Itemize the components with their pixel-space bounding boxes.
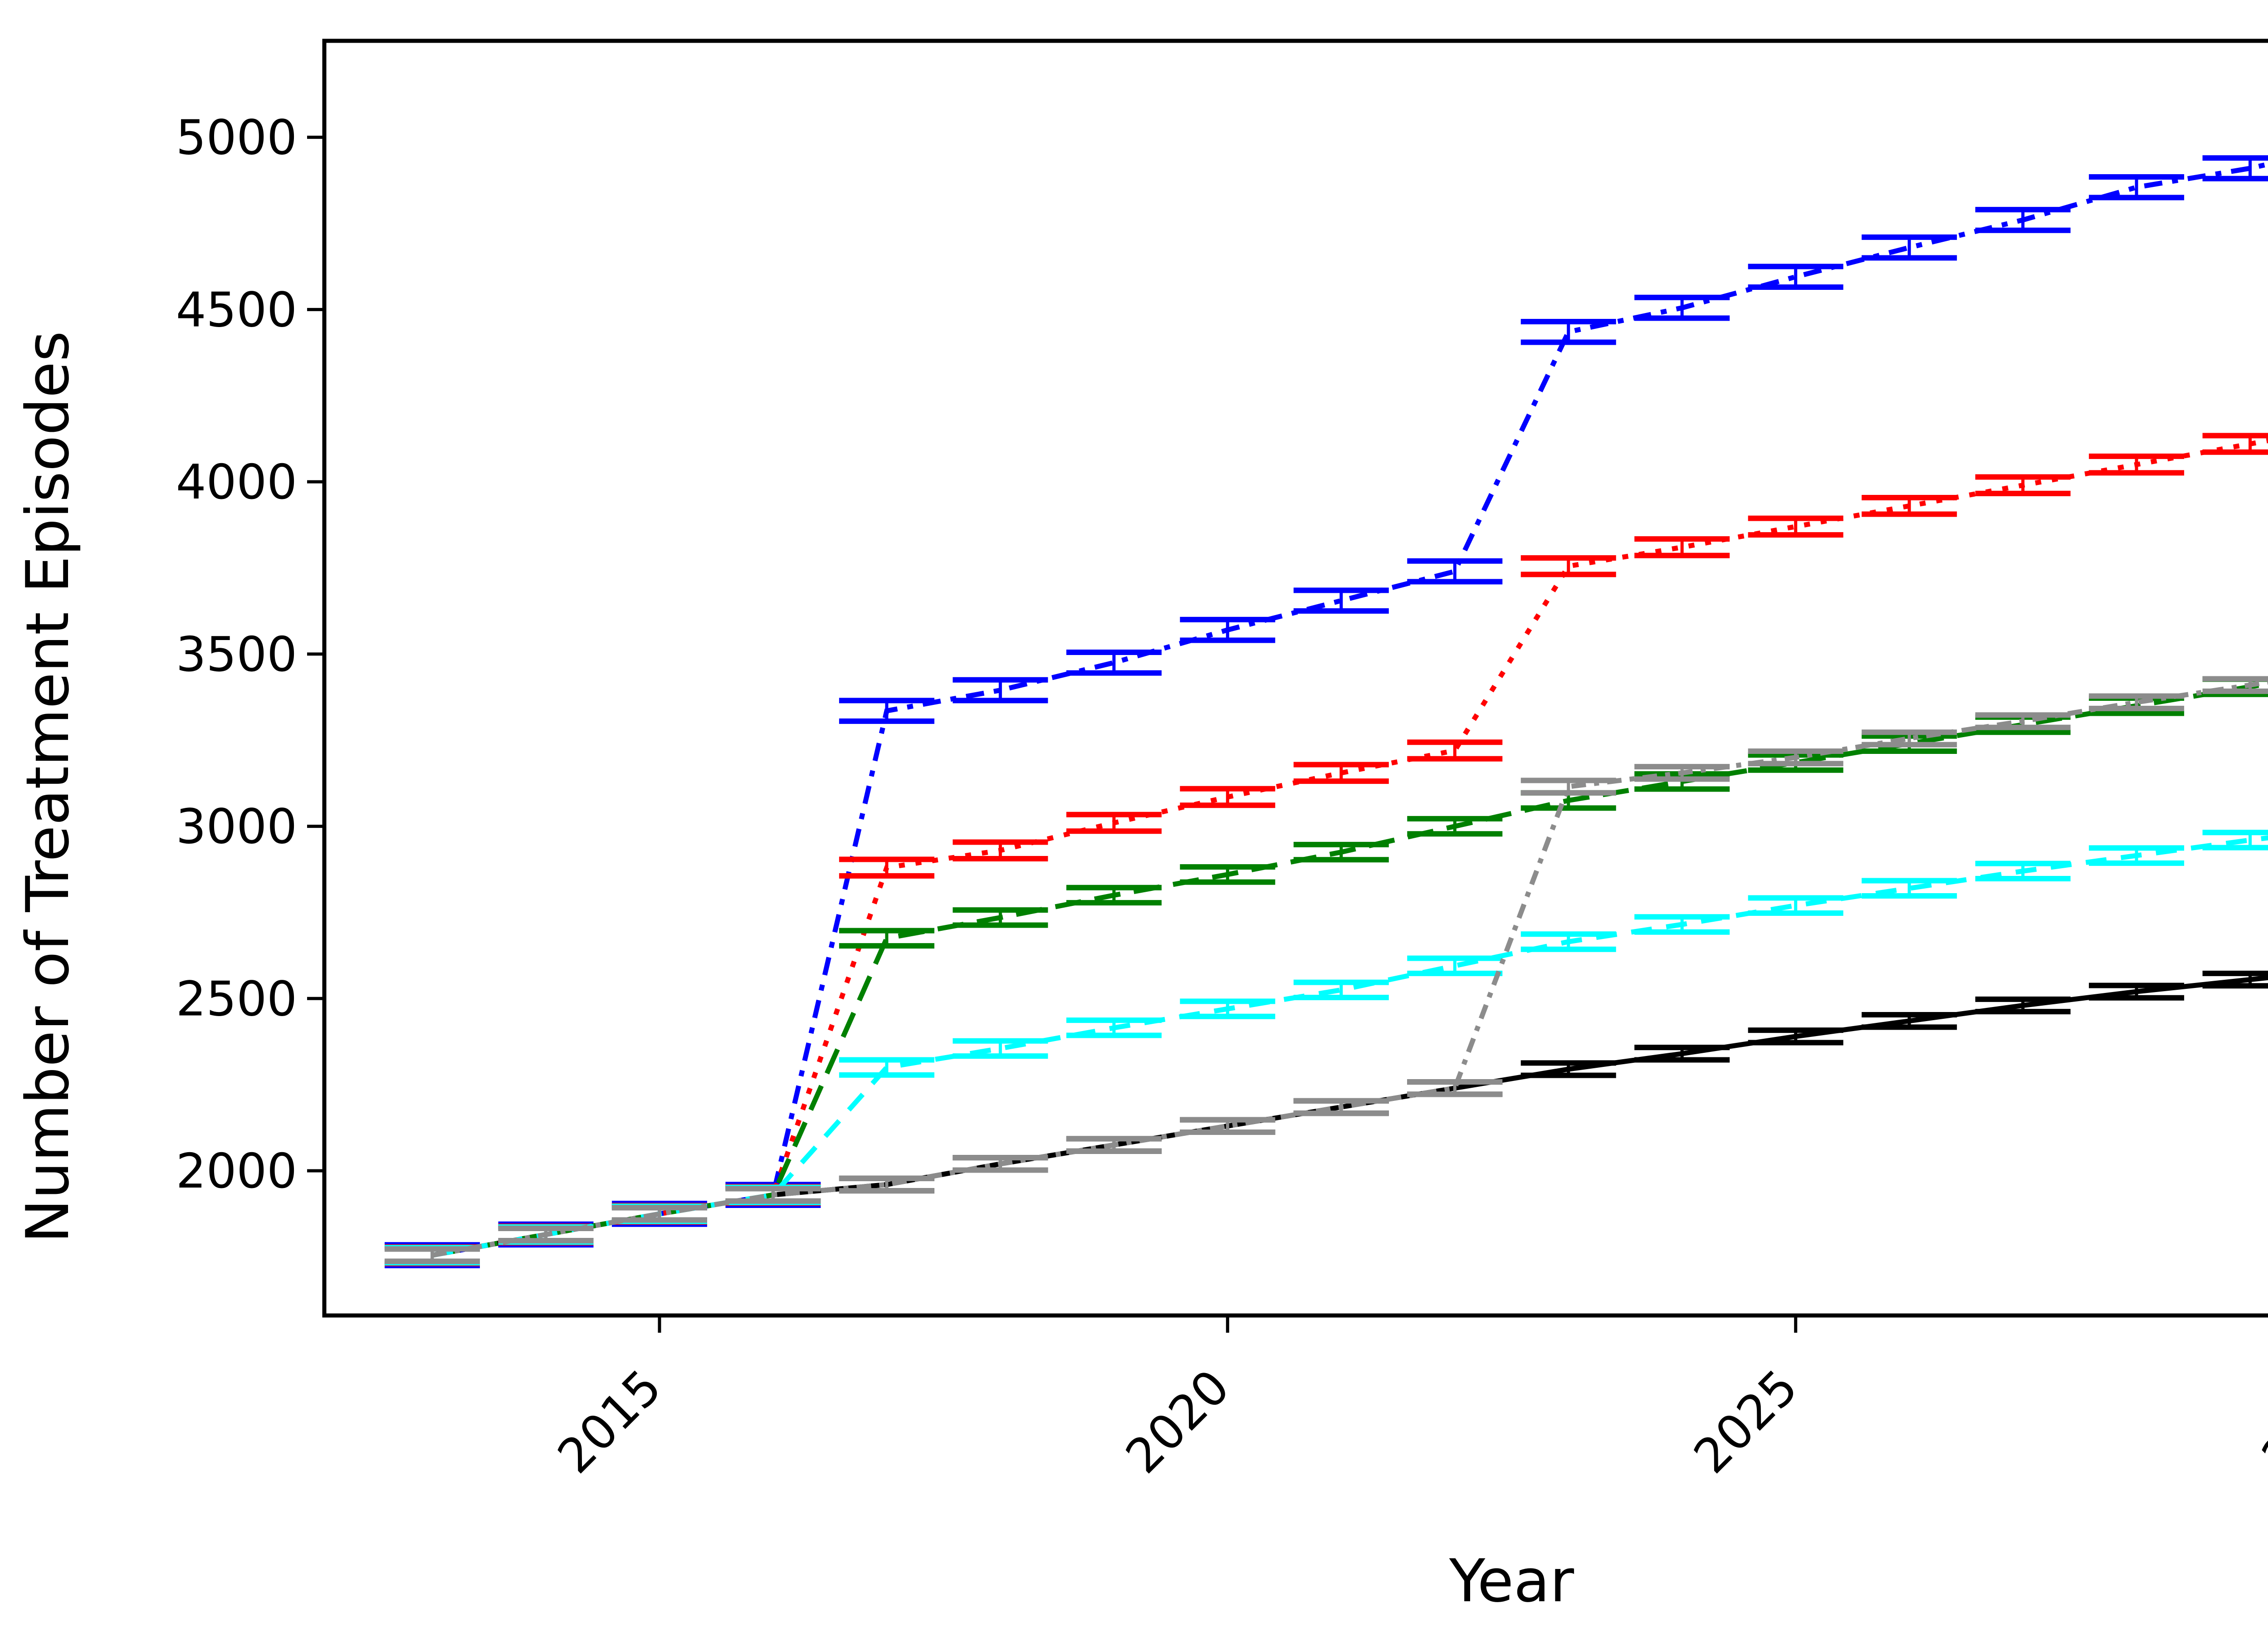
- cyan-dashed-line-errorbar: [2089, 845, 2185, 866]
- red-dotted-line-errorbar: [1975, 474, 2071, 496]
- cyan-dashed-line-errorbar: [1975, 861, 2071, 882]
- gray-dashdot-line-path: [432, 680, 2268, 1258]
- blue-dashdot-line-errorbar: [953, 677, 1048, 704]
- y-axis: 2000 2500 3000 3500 4000 4500 5000: [176, 110, 324, 1199]
- green-dashed-line-errorbar: [1066, 885, 1162, 906]
- black-solid-line-errorbar: [1520, 1060, 1616, 1078]
- blue-dashdot-line-errorbar: [2202, 155, 2268, 181]
- blue-dashdot-line-errorbar: [1520, 318, 1616, 345]
- y-tick-label: 2500: [176, 971, 297, 1027]
- y-tick-label: 5000: [176, 110, 297, 166]
- gray-dashdot-line-errorbar: [1180, 1117, 1276, 1135]
- gray-dashdot-line-errorbar: [1975, 712, 2071, 730]
- cyan-dashed-line-errorbar: [1862, 878, 1957, 899]
- red-dotted-line-errorbar: [839, 856, 934, 879]
- x-axis-label: Year: [1449, 1546, 1574, 1615]
- gray-dashdot-line-errorbar: [2089, 693, 2185, 711]
- blue-dashdot-line-errorbar: [1975, 207, 2071, 233]
- gray-dashdot-line-errorbar: [2202, 676, 2268, 694]
- red-dotted-line-errorbar: [1520, 555, 1616, 577]
- y-tick-label: 3500: [176, 627, 297, 682]
- gray-dashdot-line-errorbar: [839, 1175, 934, 1194]
- blue-dashdot-line-errorbar: [1862, 234, 1957, 261]
- gray-dashdot-line-errorbar: [1748, 748, 1843, 767]
- black-solid-line-errorbar: [1634, 1045, 1730, 1063]
- red-dotted-line: [384, 433, 2268, 1266]
- cyan-dashed-line-errorbar: [2202, 830, 2268, 851]
- red-dotted-line-errorbar: [1293, 762, 1389, 784]
- gray-dashdot-line-errorbar: [1634, 764, 1730, 782]
- black-solid-line-errorbar: [1975, 996, 2071, 1015]
- cyan-dashed-line-path: [432, 835, 2268, 1258]
- gray-dashdot-line-errorbar: [1520, 777, 1616, 796]
- cyan-dashed-line-errorbar: [1180, 998, 1276, 1019]
- blue-dashdot-line-errorbar: [1407, 558, 1503, 585]
- red-dotted-line-errorbar: [2202, 433, 2268, 455]
- blue-dashdot-line-errorbar: [839, 698, 934, 724]
- blue-dashdot-line-errorbar: [1293, 587, 1389, 614]
- cyan-dashed-line-errorbar: [1407, 955, 1503, 976]
- green-dashed-line-errorbar: [1293, 841, 1389, 863]
- gray-dashdot-line-errorbar: [384, 1246, 480, 1264]
- red-dotted-line-errorbar: [1634, 536, 1730, 558]
- green-dashed-line-errorbar: [1407, 816, 1503, 837]
- blue-dashdot-line-errorbar: [1748, 264, 1843, 290]
- gray-dashdot-line-errorbar: [1862, 729, 1957, 748]
- y-tick-label: 2000: [176, 1144, 297, 1199]
- y-axis-label: Number of Treatment Episodes: [13, 331, 82, 1243]
- blue-dashdot-line-errorbar: [1180, 616, 1276, 643]
- green-dashed-line-errorbar: [839, 928, 934, 949]
- cyan-dashed-line-errorbar: [1066, 1017, 1162, 1038]
- gray-dashdot-line-errorbar: [953, 1155, 1048, 1173]
- red-dotted-line-errorbar: [1862, 495, 1957, 517]
- black-solid-line-errorbar: [1862, 1012, 1957, 1030]
- gray-dashdot-line-errorbar: [1066, 1136, 1162, 1154]
- black-solid-line-errorbar: [2089, 983, 2185, 1001]
- red-dotted-line-errorbar: [1066, 812, 1162, 834]
- red-dotted-line-errorbar: [1407, 739, 1503, 762]
- cyan-dashed-line-errorbar: [1293, 979, 1389, 1001]
- y-tick-label: 4500: [176, 282, 297, 337]
- red-dotted-line-path: [432, 438, 2268, 1258]
- black-solid-line-errorbar: [2202, 970, 2268, 989]
- cyan-dashed-line-errorbar: [1748, 895, 1843, 916]
- green-dashed-line-errorbar: [953, 907, 1048, 928]
- gray-dashdot-line-errorbar: [725, 1186, 821, 1204]
- cyan-dashed-line-errorbar: [953, 1038, 1048, 1059]
- y-tick-label: 4000: [176, 455, 297, 510]
- gray-dashdot-line-errorbar: [611, 1205, 707, 1223]
- red-dotted-line-errorbar: [953, 839, 1048, 861]
- gray-dashdot-line-errorbar: [1293, 1098, 1389, 1116]
- blue-dashdot-line-errorbar: [1066, 650, 1162, 676]
- axes-spines: [322, 39, 2268, 1318]
- red-dotted-line-errorbar: [1180, 786, 1276, 808]
- cyan-dashed-line-errorbar: [1520, 931, 1616, 952]
- blue-dashdot-line-errorbar: [1634, 294, 1730, 321]
- red-dotted-line-errorbar: [2089, 453, 2185, 476]
- gray-dashdot-line: [384, 676, 2268, 1264]
- y-tick-label: 3000: [176, 799, 297, 855]
- gray-dashdot-line-errorbar: [498, 1225, 594, 1244]
- gray-dashdot-line-errorbar: [1407, 1079, 1503, 1097]
- cyan-dashed-line-errorbar: [839, 1057, 934, 1078]
- red-dotted-line-errorbar: [1748, 515, 1843, 538]
- blue-dashdot-line-path: [432, 161, 2268, 1258]
- black-solid-line-errorbar: [1748, 1027, 1843, 1046]
- blue-dashdot-line-errorbar: [2089, 174, 2185, 200]
- cyan-dashed-line-errorbar: [1634, 914, 1730, 935]
- green-dashed-line-errorbar: [1180, 864, 1276, 885]
